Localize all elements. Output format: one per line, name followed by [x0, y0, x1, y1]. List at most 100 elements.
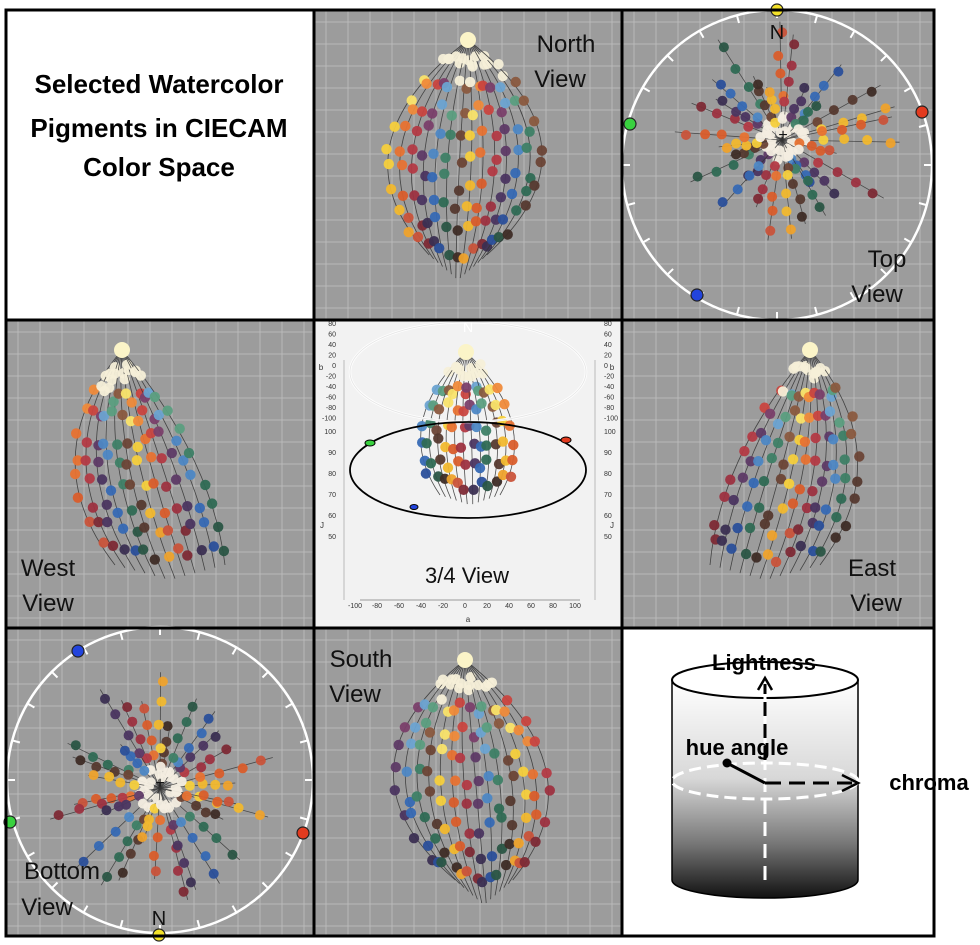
- pigment-point: [759, 100, 770, 111]
- top-view-label-2: View: [851, 281, 903, 308]
- pigment-point: [476, 178, 487, 189]
- pigment-point: [854, 451, 865, 462]
- pigment-point: [407, 104, 419, 115]
- pigment-point: [184, 811, 195, 822]
- pigment-point: [445, 129, 456, 140]
- circle-tick: [51, 881, 59, 889]
- pigment-point: [452, 225, 463, 236]
- pigment-point: [772, 418, 784, 430]
- pigment-point: [80, 455, 91, 466]
- pigment-point: [98, 537, 109, 548]
- pigment-point: [800, 362, 811, 374]
- tq-b-tick-left: 60: [328, 332, 336, 339]
- pigment-point: [178, 886, 189, 897]
- pigment-point: [70, 468, 81, 480]
- circle-tick: [231, 905, 238, 914]
- pigment-point: [381, 144, 392, 155]
- pigment-point: [786, 60, 797, 71]
- pigment-point: [119, 745, 130, 756]
- pigment-point: [717, 95, 728, 106]
- pigment-point: [739, 446, 750, 457]
- pigment-point: [422, 840, 434, 851]
- bottom-view-label-2: View: [21, 894, 73, 921]
- pigment-point: [839, 134, 850, 144]
- pigment-point: [800, 454, 811, 465]
- pigment-point: [204, 754, 215, 765]
- pigment-point: [162, 721, 173, 732]
- hue-angle-label: hue angle: [686, 735, 789, 760]
- pigment-point: [114, 852, 125, 863]
- pigment-point: [178, 455, 189, 466]
- pigment-point: [467, 61, 478, 72]
- pigment-point: [120, 388, 132, 399]
- pigment-point: [164, 802, 175, 813]
- pigment-point: [522, 736, 533, 747]
- top-north-label: N: [770, 22, 784, 44]
- pigment-point: [436, 743, 448, 755]
- pigment-point: [781, 188, 792, 199]
- pigment-point: [407, 144, 418, 155]
- pigment-point: [443, 366, 454, 378]
- pigment-point: [427, 108, 438, 119]
- pigment-point: [103, 382, 115, 393]
- pigment-point: [172, 733, 183, 744]
- pigment-point: [104, 771, 115, 782]
- pigment-point: [113, 388, 124, 399]
- pigment-point: [775, 68, 786, 79]
- hue-angle-line: [726, 761, 766, 785]
- pigment-point: [425, 744, 436, 756]
- pigment-point: [766, 530, 778, 541]
- panel-borders: [4, 8, 936, 938]
- pigment-point: [100, 693, 110, 704]
- tq-j-tick-right: 50: [604, 534, 612, 541]
- pigment-point: [450, 816, 462, 827]
- pigment-point: [502, 229, 513, 240]
- pigment-point: [711, 108, 722, 119]
- pigment-point: [758, 476, 770, 487]
- tq-j-tick-left: 80: [328, 471, 336, 478]
- title-line-2: Pigments in CIECAM: [30, 113, 287, 143]
- pigment-point: [464, 76, 476, 88]
- pigment-point: [535, 156, 546, 168]
- pigment-point: [198, 740, 209, 751]
- pigment-point: [519, 857, 530, 868]
- pigment-trace: [799, 349, 837, 571]
- pigment-point: [496, 107, 507, 118]
- pigment-point: [521, 142, 532, 153]
- tq-b-tick-right: 60: [604, 332, 612, 339]
- pigment-point: [483, 104, 494, 116]
- pigment-point: [425, 458, 437, 469]
- pigment-point: [815, 145, 826, 156]
- pigment-point: [508, 770, 519, 782]
- pigment-point: [137, 832, 148, 843]
- circle-tick: [261, 671, 269, 679]
- pigment-point: [439, 847, 450, 858]
- pigment-point: [237, 763, 248, 774]
- pigment-point: [88, 405, 99, 416]
- pigment-point: [416, 194, 428, 206]
- pigment-point: [828, 434, 839, 445]
- pigment-point: [203, 713, 214, 724]
- pigment-point: [424, 786, 436, 797]
- pigment-point: [493, 718, 505, 729]
- pigment-point: [828, 459, 839, 471]
- pigment-point: [159, 507, 171, 519]
- pigment-point: [187, 701, 198, 712]
- pigment-point: [486, 851, 498, 862]
- pigment-point: [414, 739, 426, 750]
- circle-tick: [903, 237, 912, 244]
- pigment-point: [139, 765, 150, 776]
- bottom-red-marker: [296, 826, 310, 840]
- pigment-point: [119, 544, 130, 555]
- pigment-point: [781, 129, 792, 140]
- pigment-point: [134, 790, 144, 801]
- pigment-point: [389, 121, 400, 132]
- circle-tick: [119, 919, 124, 929]
- pigment-point: [510, 748, 521, 760]
- pigment-point: [419, 699, 430, 710]
- pigment-point: [210, 731, 221, 742]
- pigment-point: [146, 452, 157, 463]
- pigment-point: [473, 828, 485, 839]
- west-grid: [6, 320, 314, 628]
- tq-j-tick-left: 60: [328, 513, 336, 520]
